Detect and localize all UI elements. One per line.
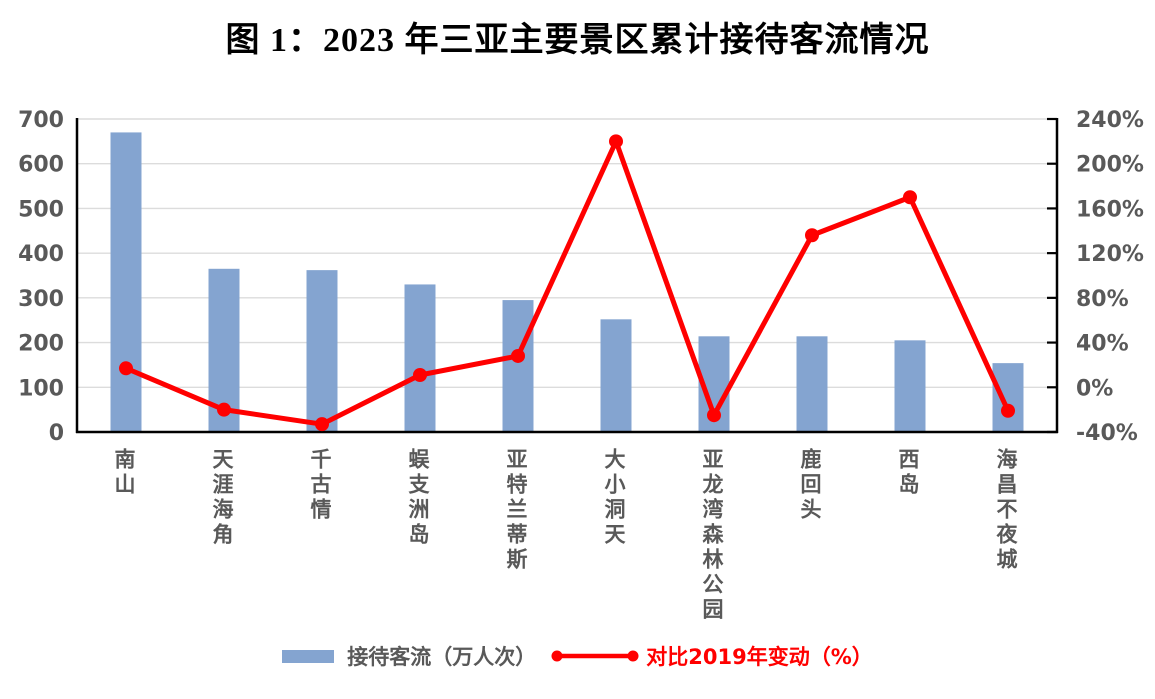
y-left-tick-label: 100: [18, 376, 64, 401]
x-category-label: 大小洞天: [602, 448, 626, 548]
y-right-tick-label: 0%: [1076, 376, 1113, 401]
legend-bar-label: 接待客流（万人次）: [347, 645, 537, 669]
y-right-tick-label: 200%: [1076, 153, 1144, 178]
x-category-label: 千古情: [308, 448, 332, 523]
y-left-tick-label: 400: [18, 242, 64, 267]
y-right-tick-label: 40%: [1076, 332, 1129, 357]
legend-line-label: 对比2019年变动（%）: [646, 645, 873, 669]
bar-亚特兰蒂斯: [502, 300, 534, 432]
bar-千古情: [306, 270, 338, 432]
x-category-label: 蜈支洲岛: [406, 448, 430, 548]
legend-bar-swatch: [282, 649, 335, 663]
x-category-label: 西岛: [896, 448, 920, 498]
legend-line-marker-icon: [551, 650, 639, 662]
line-marker-亚特兰蒂斯: [511, 348, 525, 363]
y-left-tick-label: 700: [18, 108, 64, 133]
bar-蜈支洲岛: [404, 284, 436, 432]
line-series: [123, 138, 1011, 427]
y-left-tick-label: 0: [49, 421, 64, 446]
y-right-tick-label: 160%: [1076, 197, 1144, 222]
y-right-tick-label: -40%: [1076, 421, 1138, 446]
line-marker-亚龙湾森林公园: [707, 408, 721, 423]
line-marker-蜈支洲岛: [413, 367, 427, 382]
line-marker-鹿回头: [805, 228, 819, 243]
line-marker-千古情: [315, 417, 329, 432]
x-category-label: 南山: [112, 448, 136, 498]
y-right-tick-label: 240%: [1076, 108, 1144, 133]
line-marker-南山: [119, 361, 133, 376]
x-category-label: 亚龙湾森林公园: [700, 448, 724, 623]
bar-海昌不夜城: [992, 363, 1024, 432]
chart-title: 图 1：2023 年三亚主要景区累计接待客流情况: [225, 22, 930, 59]
x-category-label: 亚特兰蒂斯: [504, 448, 528, 573]
y-right-tick-label: 80%: [1076, 287, 1129, 312]
x-category-label: 天涯海角: [210, 448, 234, 548]
bar-鹿回头: [796, 336, 828, 432]
bar-西岛: [894, 340, 926, 432]
y-left-tick-label: 500: [18, 197, 64, 222]
y-left-tick-label: 300: [18, 287, 64, 312]
legend: 接待客流（万人次） 对比2019年变动（%）: [0, 641, 1155, 671]
y-left-tick-label: 200: [18, 332, 64, 357]
y-left-tick-label: 600: [18, 153, 64, 178]
line-marker-天涯海角: [217, 402, 231, 417]
y-right-tick-label: 120%: [1076, 242, 1144, 267]
x-category-label: 海昌不夜城: [994, 448, 1018, 573]
line-marker-海昌不夜城: [1001, 403, 1015, 418]
bar-南山: [110, 132, 142, 432]
x-category-label: 鹿回头: [798, 448, 822, 523]
line-marker-西岛: [903, 190, 917, 205]
line-marker-大小洞天: [609, 134, 623, 149]
bar-大小洞天: [600, 319, 632, 432]
